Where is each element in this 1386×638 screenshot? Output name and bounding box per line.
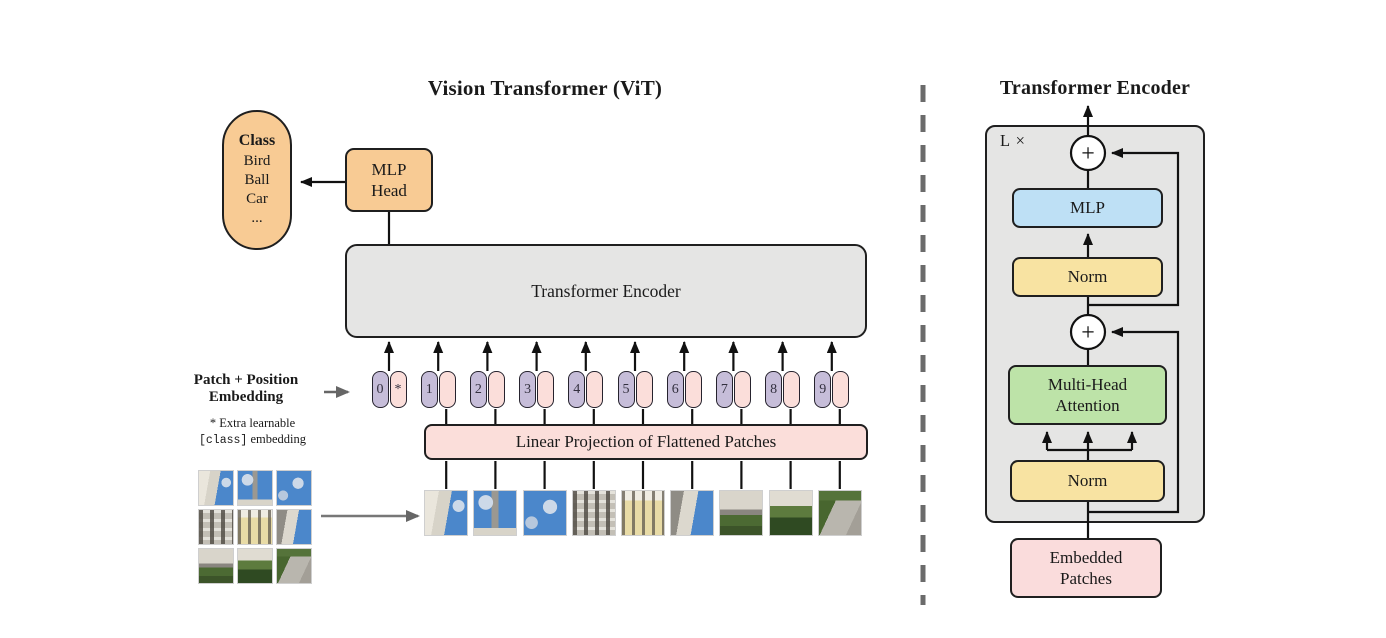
residual-add-icon: [1069, 134, 1107, 172]
linear-projection-label: Linear Projection of Flattened Patches: [515, 432, 777, 451]
vit-title: Vision Transformer (ViT): [427, 76, 663, 100]
transformer-encoder-label: Transformer Encoder: [531, 280, 681, 301]
residual-skip-mlp: [1088, 148, 1180, 307]
position-embedding-pill: 4: [568, 371, 586, 408]
position-embedding-pill: 7: [715, 371, 733, 408]
grid-tile-facade-yellow: [237, 509, 273, 545]
linear-projection-box: Linear Projection of Flattened Patches: [424, 424, 868, 460]
mha-label-line: Multi-Head: [1047, 374, 1128, 394]
grid-tile-hedges-facade: [237, 548, 273, 584]
patch-embedding-pill: [783, 371, 801, 408]
class-token-footnote: * Extra learnable [class] embedding: [170, 415, 335, 449]
grid-tile-tower-sky: [237, 470, 273, 506]
image-patch-building-bushes: [719, 490, 764, 536]
norm-label: Norm: [1067, 267, 1108, 286]
patch-embedding-pill: [635, 371, 653, 408]
image-patch-building-dome-sky: [424, 490, 469, 536]
residual-add-icon: [1069, 313, 1107, 351]
footnote-rest: embedding: [247, 432, 306, 447]
patch-embedding-pill: *: [389, 371, 407, 408]
label-line: Patch + Position: [193, 372, 299, 388]
mlp-head-box: MLP Head: [345, 148, 433, 212]
transformer-encoder-box: Transformer Encoder: [345, 244, 867, 338]
class-item: Ball: [244, 172, 270, 189]
grid-tile-building-bushes: [198, 548, 234, 584]
multi-head-attention-block: Multi-Head Attention: [1008, 365, 1167, 425]
class-label: Class: [238, 132, 276, 150]
grid-tile-tower-building-sky: [276, 509, 312, 545]
grid-tile-facade-gray: [198, 509, 234, 545]
token-group-2: 2: [469, 371, 505, 408]
grid-tile-building-dome-sky: [198, 470, 234, 506]
position-embedding-pill: 8: [765, 371, 783, 408]
class-output-pill: Class Bird Ball Car...: [222, 110, 292, 250]
residual-skip-attention: [1088, 327, 1180, 514]
patch-embedding-pill: [684, 371, 702, 408]
patch-embedding-pill: [537, 371, 555, 408]
position-embedding-pill: 6: [666, 371, 684, 408]
image-patch-sky-clouds: [522, 490, 567, 536]
image-patch-facade-gray: [571, 490, 616, 536]
patch-position-embedding-label: Patch + Position Embedding: [170, 372, 322, 406]
class-item: Bird: [243, 152, 271, 169]
class-item: Car: [246, 191, 268, 208]
encoder-detail-title: Transformer Encoder: [999, 77, 1191, 99]
position-embedding-pill: 1: [420, 371, 438, 408]
class-item-list: Bird Ball Car...: [244, 152, 271, 229]
position-embedding-pill: 2: [469, 371, 487, 408]
mlp-head-line: MLP: [371, 159, 407, 179]
class-code: [class]: [199, 434, 248, 448]
patch-embedding-pill: [832, 371, 850, 408]
image-patch-tower-building-sky: [670, 490, 715, 536]
image-patch-hedges-facade: [768, 490, 813, 536]
grid-tile-sky-clouds: [276, 470, 312, 506]
patch-embedding-pill: [438, 371, 456, 408]
mlp-block-label: MLP: [1070, 198, 1105, 217]
plus-icon: +: [1081, 320, 1095, 346]
input-image-patch-grid: [198, 470, 312, 584]
class-item: ...: [251, 210, 263, 227]
norm-block-upper: Norm: [1012, 257, 1163, 297]
plus-icon: +: [1081, 141, 1095, 167]
token-group-7: 7: [715, 371, 751, 408]
patch-embedding-pill: [586, 371, 604, 408]
token-group-4: 4: [568, 371, 604, 408]
embedded-label-line: Patches: [1060, 569, 1112, 588]
token-group-6: 6: [666, 371, 702, 408]
label-line: Embedding: [208, 388, 284, 405]
norm-label: Norm: [1067, 471, 1108, 490]
mha-label-line: Attention: [1055, 396, 1120, 415]
position-embedding-pill: 9: [814, 371, 832, 408]
grid-tile-lawn-path: [276, 548, 312, 584]
token-group-0: 0 *: [371, 371, 407, 408]
token-group-3: 3: [519, 371, 555, 408]
token-group-8: 8: [765, 371, 801, 408]
norm-block-lower: Norm: [1010, 460, 1165, 502]
image-patch-lawn-path: [817, 490, 862, 536]
token-group-5: 5: [617, 371, 653, 408]
embedded-label-line: Embedded: [1049, 547, 1123, 567]
mlp-head-line: Head: [371, 181, 407, 200]
token-wires: [384, 341, 841, 489]
footnote-line: * Extra learnable: [209, 416, 296, 430]
image-patch-tower-sky: [473, 490, 518, 536]
image-patch-facade-yellow: [621, 490, 665, 536]
patch-embedding-pill: [733, 371, 751, 408]
token-group-1: 1: [420, 371, 456, 408]
footnote-line: [class] embedding: [170, 431, 335, 449]
position-embedding-pill: 5: [617, 371, 635, 408]
patch-embedding-pill: [487, 371, 505, 408]
embedded-patches-box: Embedded Patches: [1010, 538, 1162, 598]
position-embedding-pill: 0: [371, 371, 389, 408]
repeat-l-times-label: L ×: [1000, 131, 1026, 150]
position-embedding-pill: 3: [519, 371, 537, 408]
encoder-detail-wires: [1042, 105, 1180, 538]
mlp-block: MLP: [1012, 188, 1163, 228]
token-group-9: 9: [814, 371, 850, 408]
